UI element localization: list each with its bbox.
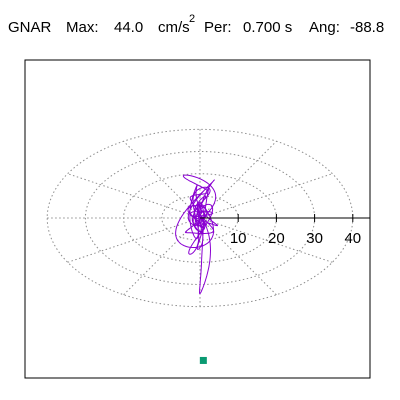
period-label: Per: xyxy=(204,19,232,36)
orbit-trace-path xyxy=(175,174,218,295)
radial-tick-label: 40 xyxy=(344,230,361,247)
angle-value: -88.8 xyxy=(350,19,385,36)
angle-label: Ang: xyxy=(309,19,340,36)
max-value: 44.0 xyxy=(114,19,144,36)
station-code: GNAR xyxy=(8,19,52,36)
period-value: 0.700 s xyxy=(243,19,293,36)
radial-tick-label: 20 xyxy=(268,230,285,247)
grid-spoke xyxy=(67,173,333,263)
max-unit-exponent: 2 xyxy=(189,13,196,25)
max-marker-layer xyxy=(199,356,207,364)
grid-spoke xyxy=(67,173,333,263)
max-marker xyxy=(199,356,207,364)
orbit-trace xyxy=(175,174,218,295)
radial-tick-label: 10 xyxy=(230,230,247,247)
radial-tick-label: 30 xyxy=(306,230,323,247)
radial-axis: 10 20 30 40 xyxy=(200,214,370,247)
max-unit: cm/s xyxy=(158,19,190,36)
chart-header: GNAR Max: 44.0 cm/s 2 Per: 0.700 s Ang: … xyxy=(0,0,400,44)
max-label: Max: xyxy=(66,19,99,36)
